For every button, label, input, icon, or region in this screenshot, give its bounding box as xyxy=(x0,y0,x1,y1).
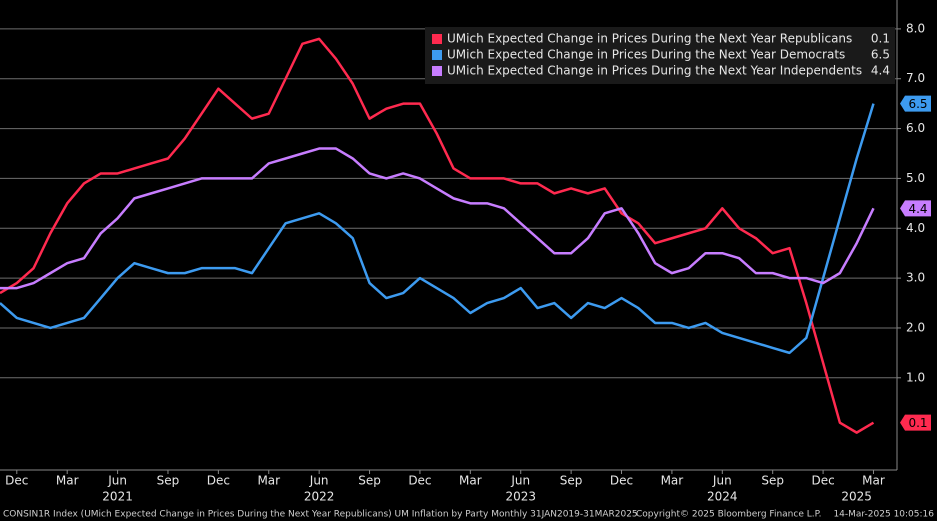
x-tick-label: Mar xyxy=(459,474,482,488)
x-tick-label: Jun xyxy=(712,474,732,488)
legend-label: UMich Expected Change in Prices During t… xyxy=(447,48,845,62)
legend-label: UMich Expected Change in Prices During t… xyxy=(447,32,852,46)
x-tick-label: Jun xyxy=(309,474,329,488)
x-tick-label: Mar xyxy=(661,474,684,488)
legend-label: UMich Expected Change in Prices During t… xyxy=(447,64,862,78)
y-tick-label: 4.0 xyxy=(906,221,925,235)
series-line xyxy=(0,103,875,355)
x-tick-label: Mar xyxy=(862,474,885,488)
legend-box xyxy=(425,27,895,84)
series-line xyxy=(0,147,875,290)
x-tick-label: Dec xyxy=(408,474,431,488)
x-tick-label: Dec xyxy=(5,474,28,488)
y-tick-label: 8.0 xyxy=(906,21,925,35)
x-tick-label: Mar xyxy=(257,474,280,488)
x-tick-label: Sep xyxy=(560,474,583,488)
footer-left: CONSIN1R Index (UMich Expected Change in… xyxy=(3,510,638,520)
legend-value: 4.4 xyxy=(871,64,890,78)
footer-timestamp: 14-Mar-2025 10:05:16 xyxy=(833,510,934,520)
year-label: 2025 xyxy=(841,490,872,504)
year-label: 2021 xyxy=(102,490,133,504)
x-tick-label: Dec xyxy=(811,474,834,488)
year-label: 2024 xyxy=(707,490,738,504)
legend-swatch xyxy=(432,50,442,60)
x-tick-label: Sep xyxy=(761,474,784,488)
x-tick-label: Sep xyxy=(358,474,381,488)
legend-swatch xyxy=(432,66,442,76)
y-tick-label: 7.0 xyxy=(906,71,925,85)
value-tag xyxy=(900,200,931,217)
x-tick-label: Dec xyxy=(207,474,230,488)
value-tag-label: 4.4 xyxy=(908,202,927,216)
x-tick-label: Dec xyxy=(610,474,633,488)
x-tick-label: Jun xyxy=(107,474,127,488)
x-tick-label: Mar xyxy=(56,474,79,488)
y-tick-label: 1.0 xyxy=(906,370,925,384)
legend-swatch xyxy=(432,34,442,44)
value-tag xyxy=(900,414,931,431)
value-tag xyxy=(900,95,931,112)
footer-copyright: Copyright© 2025 Bloomberg Finance L.P. xyxy=(636,510,821,520)
y-tick-label: 2.0 xyxy=(906,320,925,334)
x-tick-label: Sep xyxy=(157,474,180,488)
y-tick-label: 6.0 xyxy=(906,121,925,135)
value-tag-label: 0.1 xyxy=(908,416,927,430)
value-tag-label: 6.5 xyxy=(908,97,927,111)
series-line xyxy=(0,37,875,434)
y-tick-label: 3.0 xyxy=(906,271,925,285)
legend-value: 0.1 xyxy=(871,32,890,46)
year-label: 2022 xyxy=(304,490,335,504)
year-label: 2023 xyxy=(505,490,536,504)
x-tick-label: Jun xyxy=(510,474,530,488)
y-tick-label: 5.0 xyxy=(906,171,925,185)
legend-value: 6.5 xyxy=(871,48,890,62)
